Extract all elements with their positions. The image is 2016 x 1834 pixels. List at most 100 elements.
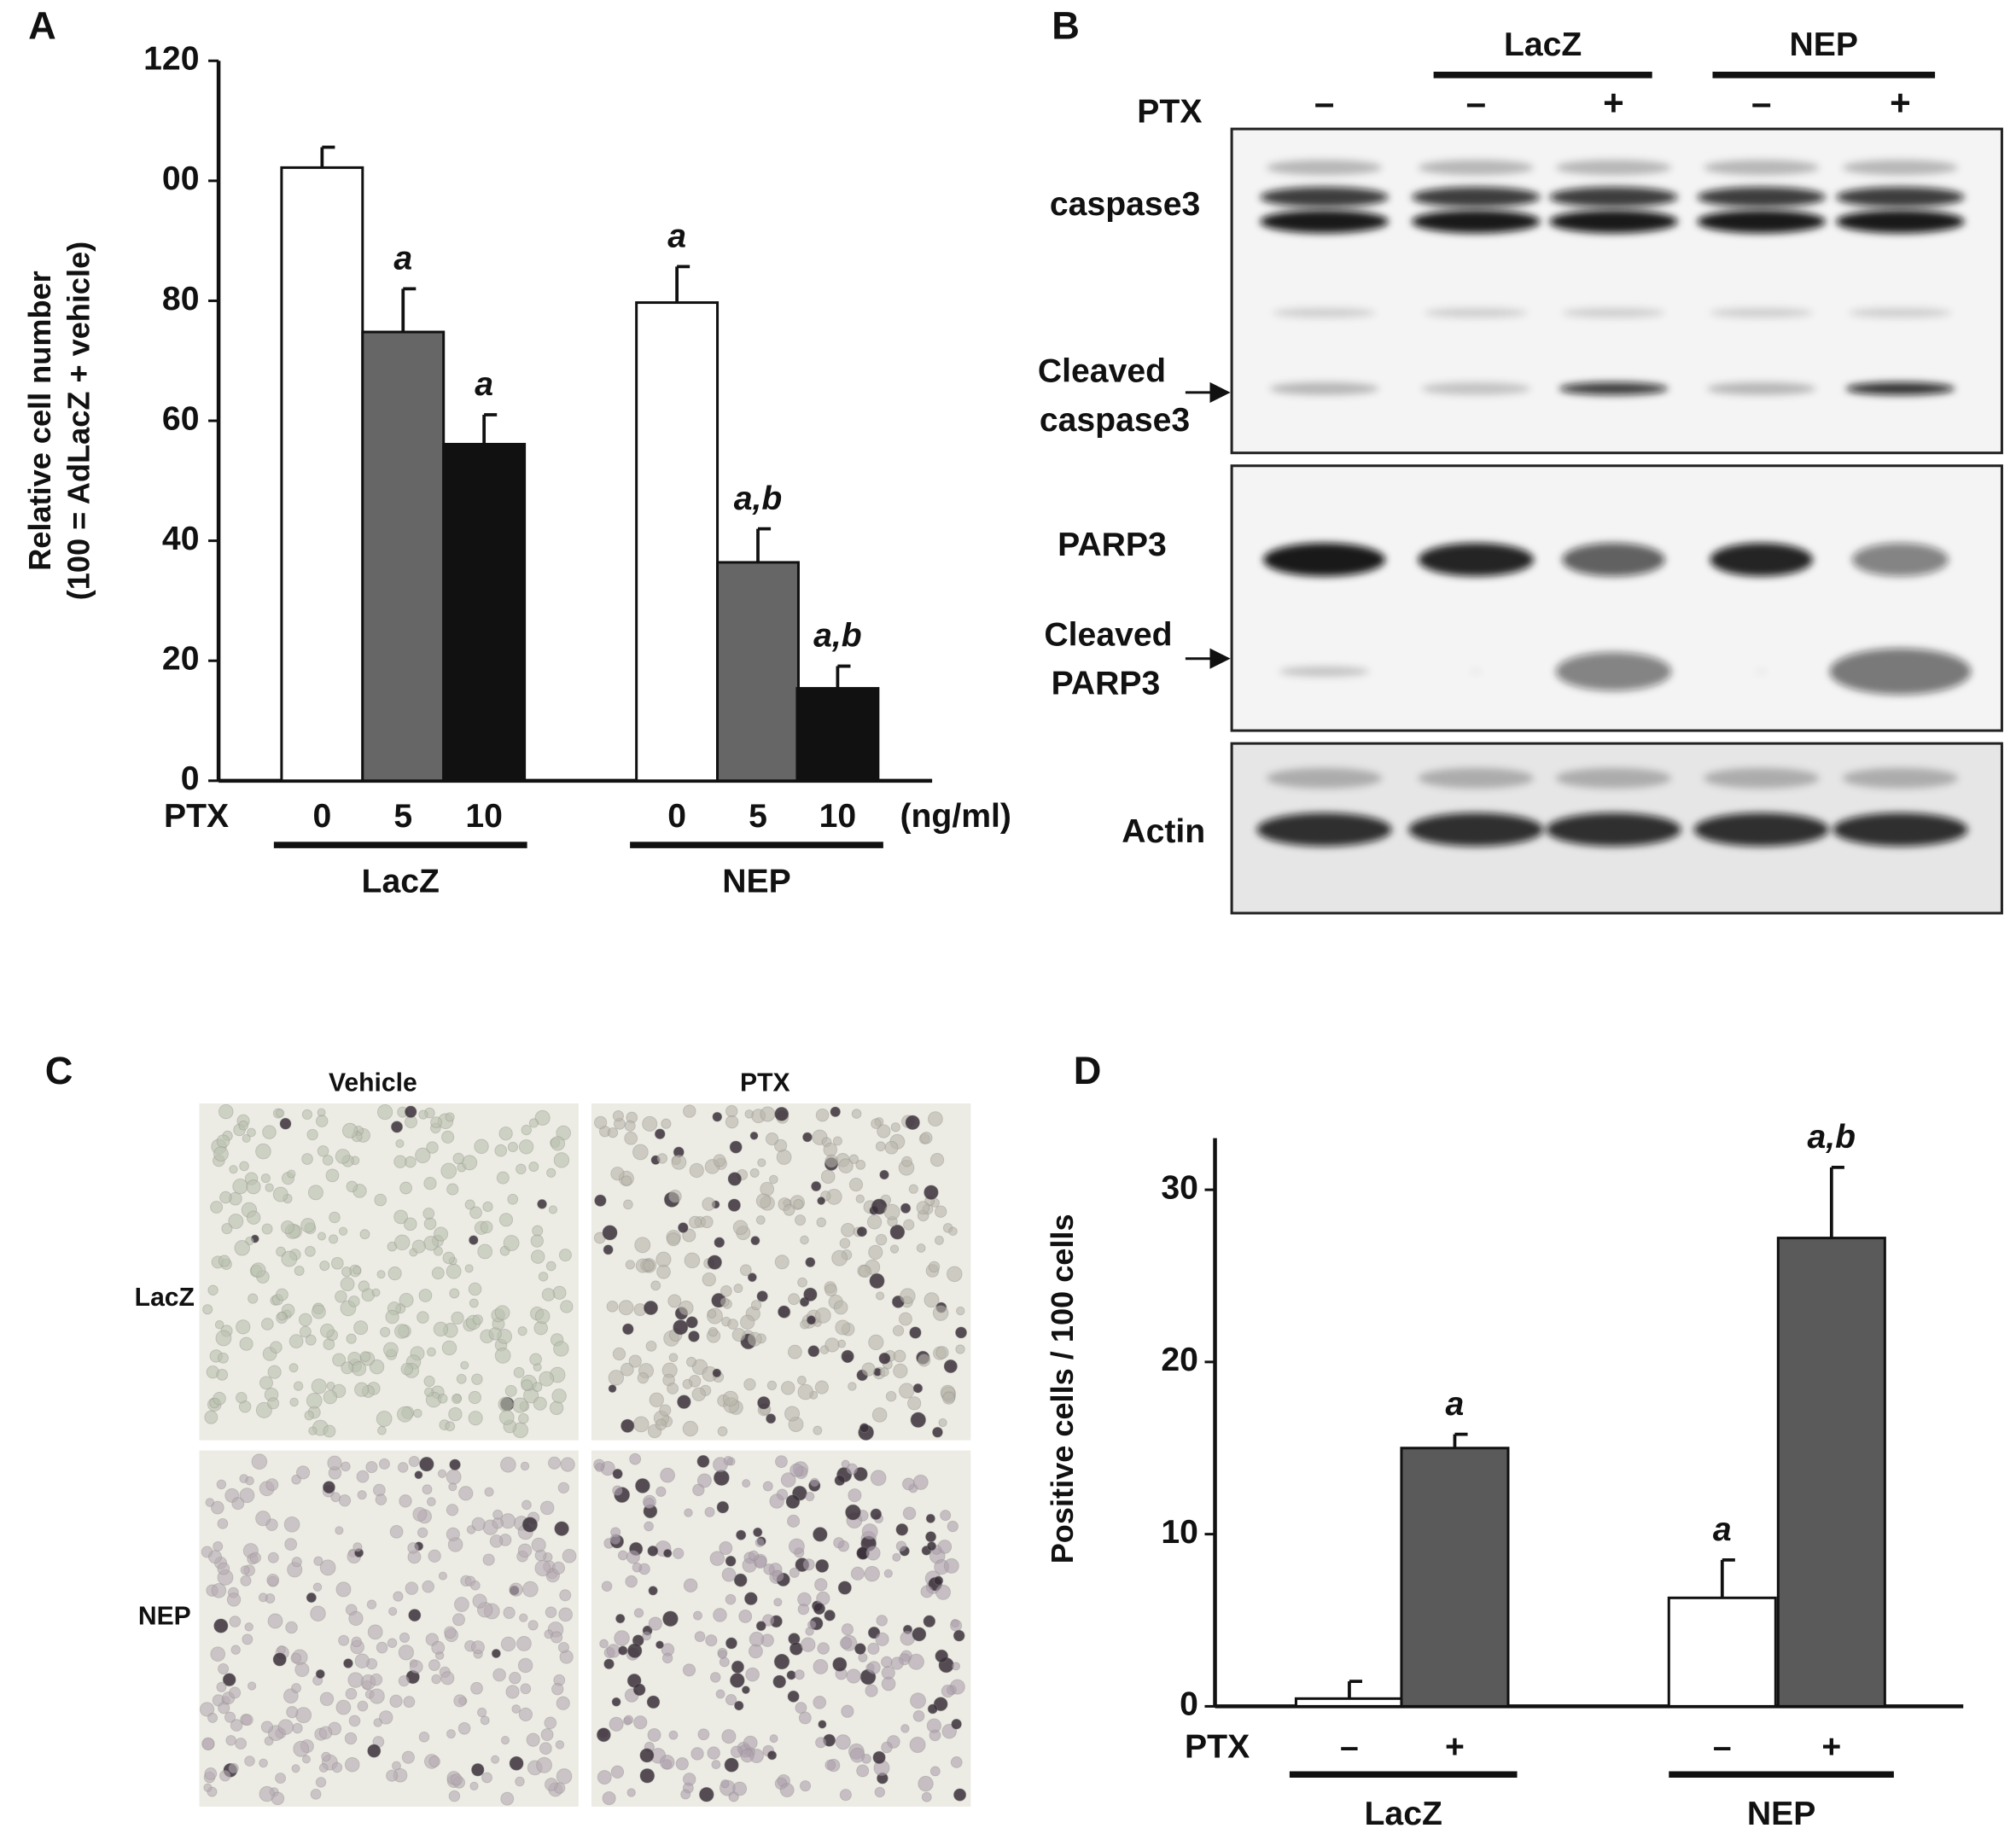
cell (725, 1593, 737, 1605)
cell (449, 1288, 460, 1299)
cell (875, 1632, 889, 1646)
cell (717, 1426, 728, 1437)
cell (405, 1581, 419, 1595)
cell (277, 1311, 287, 1321)
cell (701, 1215, 714, 1229)
cell (423, 1375, 435, 1388)
cell (367, 1624, 383, 1640)
y-tick-label: 30 (1161, 1169, 1198, 1206)
cell (213, 1541, 224, 1552)
cell (320, 1323, 335, 1338)
cell (607, 1127, 619, 1138)
cell (494, 1305, 510, 1320)
cell (696, 1454, 710, 1468)
cell (612, 1468, 623, 1480)
cell (491, 1648, 501, 1659)
cell (351, 1636, 362, 1648)
cell (875, 1233, 888, 1246)
cell (225, 1735, 236, 1746)
cell (517, 1543, 533, 1558)
cell (718, 1650, 727, 1659)
band (1693, 812, 1829, 847)
cell (249, 1552, 261, 1563)
bar (280, 166, 364, 783)
cell (312, 1304, 326, 1319)
cell (943, 1557, 959, 1574)
band (1408, 812, 1544, 847)
cell (308, 1426, 318, 1435)
cell (682, 1773, 696, 1786)
band (1418, 543, 1535, 577)
band (1555, 160, 1672, 176)
cell (769, 1734, 778, 1744)
cell (230, 1719, 243, 1732)
cell (219, 1191, 232, 1204)
band (1851, 543, 1949, 577)
group-label: NEP (1790, 26, 1859, 63)
cell (541, 1288, 556, 1301)
cell (236, 1319, 251, 1335)
x-tick-label: + (1821, 1728, 1841, 1765)
cell (500, 1791, 515, 1806)
cell (794, 1669, 805, 1680)
x-tick-label: 5 (393, 798, 412, 835)
band (1469, 668, 1483, 674)
cell (725, 1694, 737, 1706)
cell (387, 1638, 398, 1648)
cell (351, 1361, 367, 1377)
cell (925, 1513, 935, 1523)
band (1829, 648, 1972, 695)
cell (437, 1469, 447, 1478)
cell (634, 1237, 651, 1254)
cell (824, 1337, 840, 1353)
cell (236, 1392, 248, 1404)
cell (837, 1581, 852, 1595)
cell (536, 1756, 552, 1773)
cell (777, 1305, 791, 1319)
cell (611, 1697, 621, 1707)
cell (409, 1660, 423, 1674)
cell (527, 1620, 539, 1631)
cell (276, 1246, 286, 1257)
cell (815, 1108, 830, 1122)
cell (496, 1171, 510, 1185)
cell (294, 1662, 310, 1677)
band (1697, 186, 1827, 207)
cell (204, 1410, 218, 1424)
cell (283, 1516, 300, 1533)
cell (520, 1461, 530, 1471)
cell (385, 1309, 399, 1325)
cell (878, 1352, 891, 1365)
cell (211, 1582, 227, 1598)
cell (926, 1718, 941, 1733)
cell (353, 1542, 363, 1552)
band (1273, 307, 1376, 318)
cell (431, 1266, 445, 1280)
cell (802, 1558, 815, 1571)
cell (344, 1732, 358, 1745)
band (1562, 307, 1665, 318)
cell (709, 1672, 721, 1683)
cell (668, 1730, 679, 1740)
cell (394, 1324, 410, 1339)
cell (721, 1567, 737, 1582)
cell (603, 1658, 615, 1670)
cell (723, 1456, 733, 1466)
cell (261, 1223, 273, 1235)
cell (322, 1155, 334, 1166)
y-tick-label: 20 (162, 641, 200, 678)
cell (295, 1707, 312, 1724)
cell (654, 1128, 666, 1140)
cell (648, 1616, 662, 1631)
cell (660, 1467, 675, 1483)
annotation: a (667, 218, 686, 255)
annotation: a (475, 366, 493, 403)
cell (276, 1288, 288, 1301)
cell (642, 1115, 658, 1132)
cell (293, 1740, 310, 1757)
cell (848, 1382, 857, 1391)
cell (318, 1726, 333, 1740)
cell (218, 1103, 234, 1120)
cell (918, 1775, 934, 1792)
cell (214, 1319, 224, 1330)
